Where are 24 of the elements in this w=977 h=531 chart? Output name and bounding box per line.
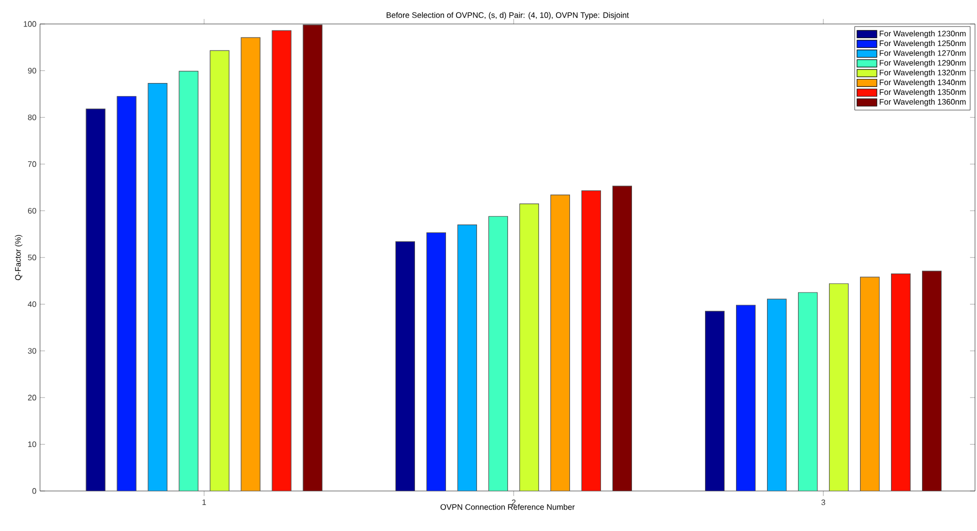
- bar: [426, 232, 446, 491]
- bar: [148, 82, 168, 491]
- bar: [612, 186, 632, 491]
- bar: [581, 190, 602, 491]
- bar: [86, 108, 106, 491]
- bar: [457, 224, 477, 491]
- bar: [240, 37, 260, 491]
- bar: [736, 304, 756, 491]
- bar: [550, 194, 570, 491]
- bar: [829, 283, 849, 491]
- bar: [860, 276, 880, 491]
- bar: [922, 270, 942, 491]
- bar: [767, 298, 787, 491]
- bar: [116, 96, 136, 491]
- bar: [705, 310, 725, 491]
- bar: [210, 50, 230, 491]
- bar: [798, 292, 818, 491]
- bar: [891, 274, 911, 491]
- bar: [395, 241, 415, 491]
- bar: [519, 203, 540, 491]
- bar: [272, 30, 292, 491]
- bar: [302, 24, 322, 491]
- bar: [488, 216, 508, 491]
- bar: [178, 70, 198, 491]
